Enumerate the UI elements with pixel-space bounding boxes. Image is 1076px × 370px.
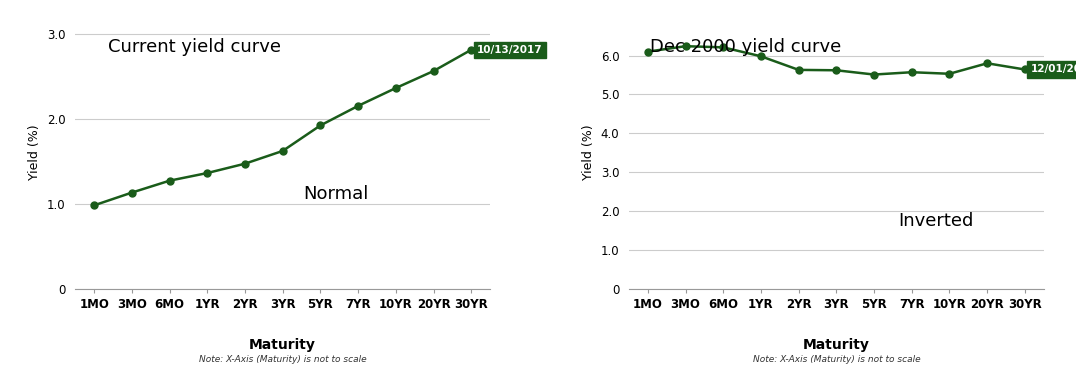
Text: Dec 2000 yield curve: Dec 2000 yield curve (650, 38, 841, 56)
Text: Maturity: Maturity (250, 337, 316, 351)
Y-axis label: Yield (%): Yield (%) (582, 125, 595, 181)
Text: Note: X-Axis (Maturity) is not to scale: Note: X-Axis (Maturity) is not to scale (199, 355, 367, 364)
Text: Inverted: Inverted (898, 212, 974, 231)
Y-axis label: Yield (%): Yield (%) (28, 125, 41, 181)
Text: Current yield curve: Current yield curve (109, 38, 282, 56)
Text: 10/13/2017: 10/13/2017 (477, 45, 542, 55)
Text: Maturity: Maturity (803, 337, 869, 351)
Text: 12/01/2000: 12/01/2000 (1031, 64, 1076, 74)
Text: Normal: Normal (303, 185, 369, 203)
Text: Note: X-Axis (Maturity) is not to scale: Note: X-Axis (Maturity) is not to scale (752, 355, 920, 364)
